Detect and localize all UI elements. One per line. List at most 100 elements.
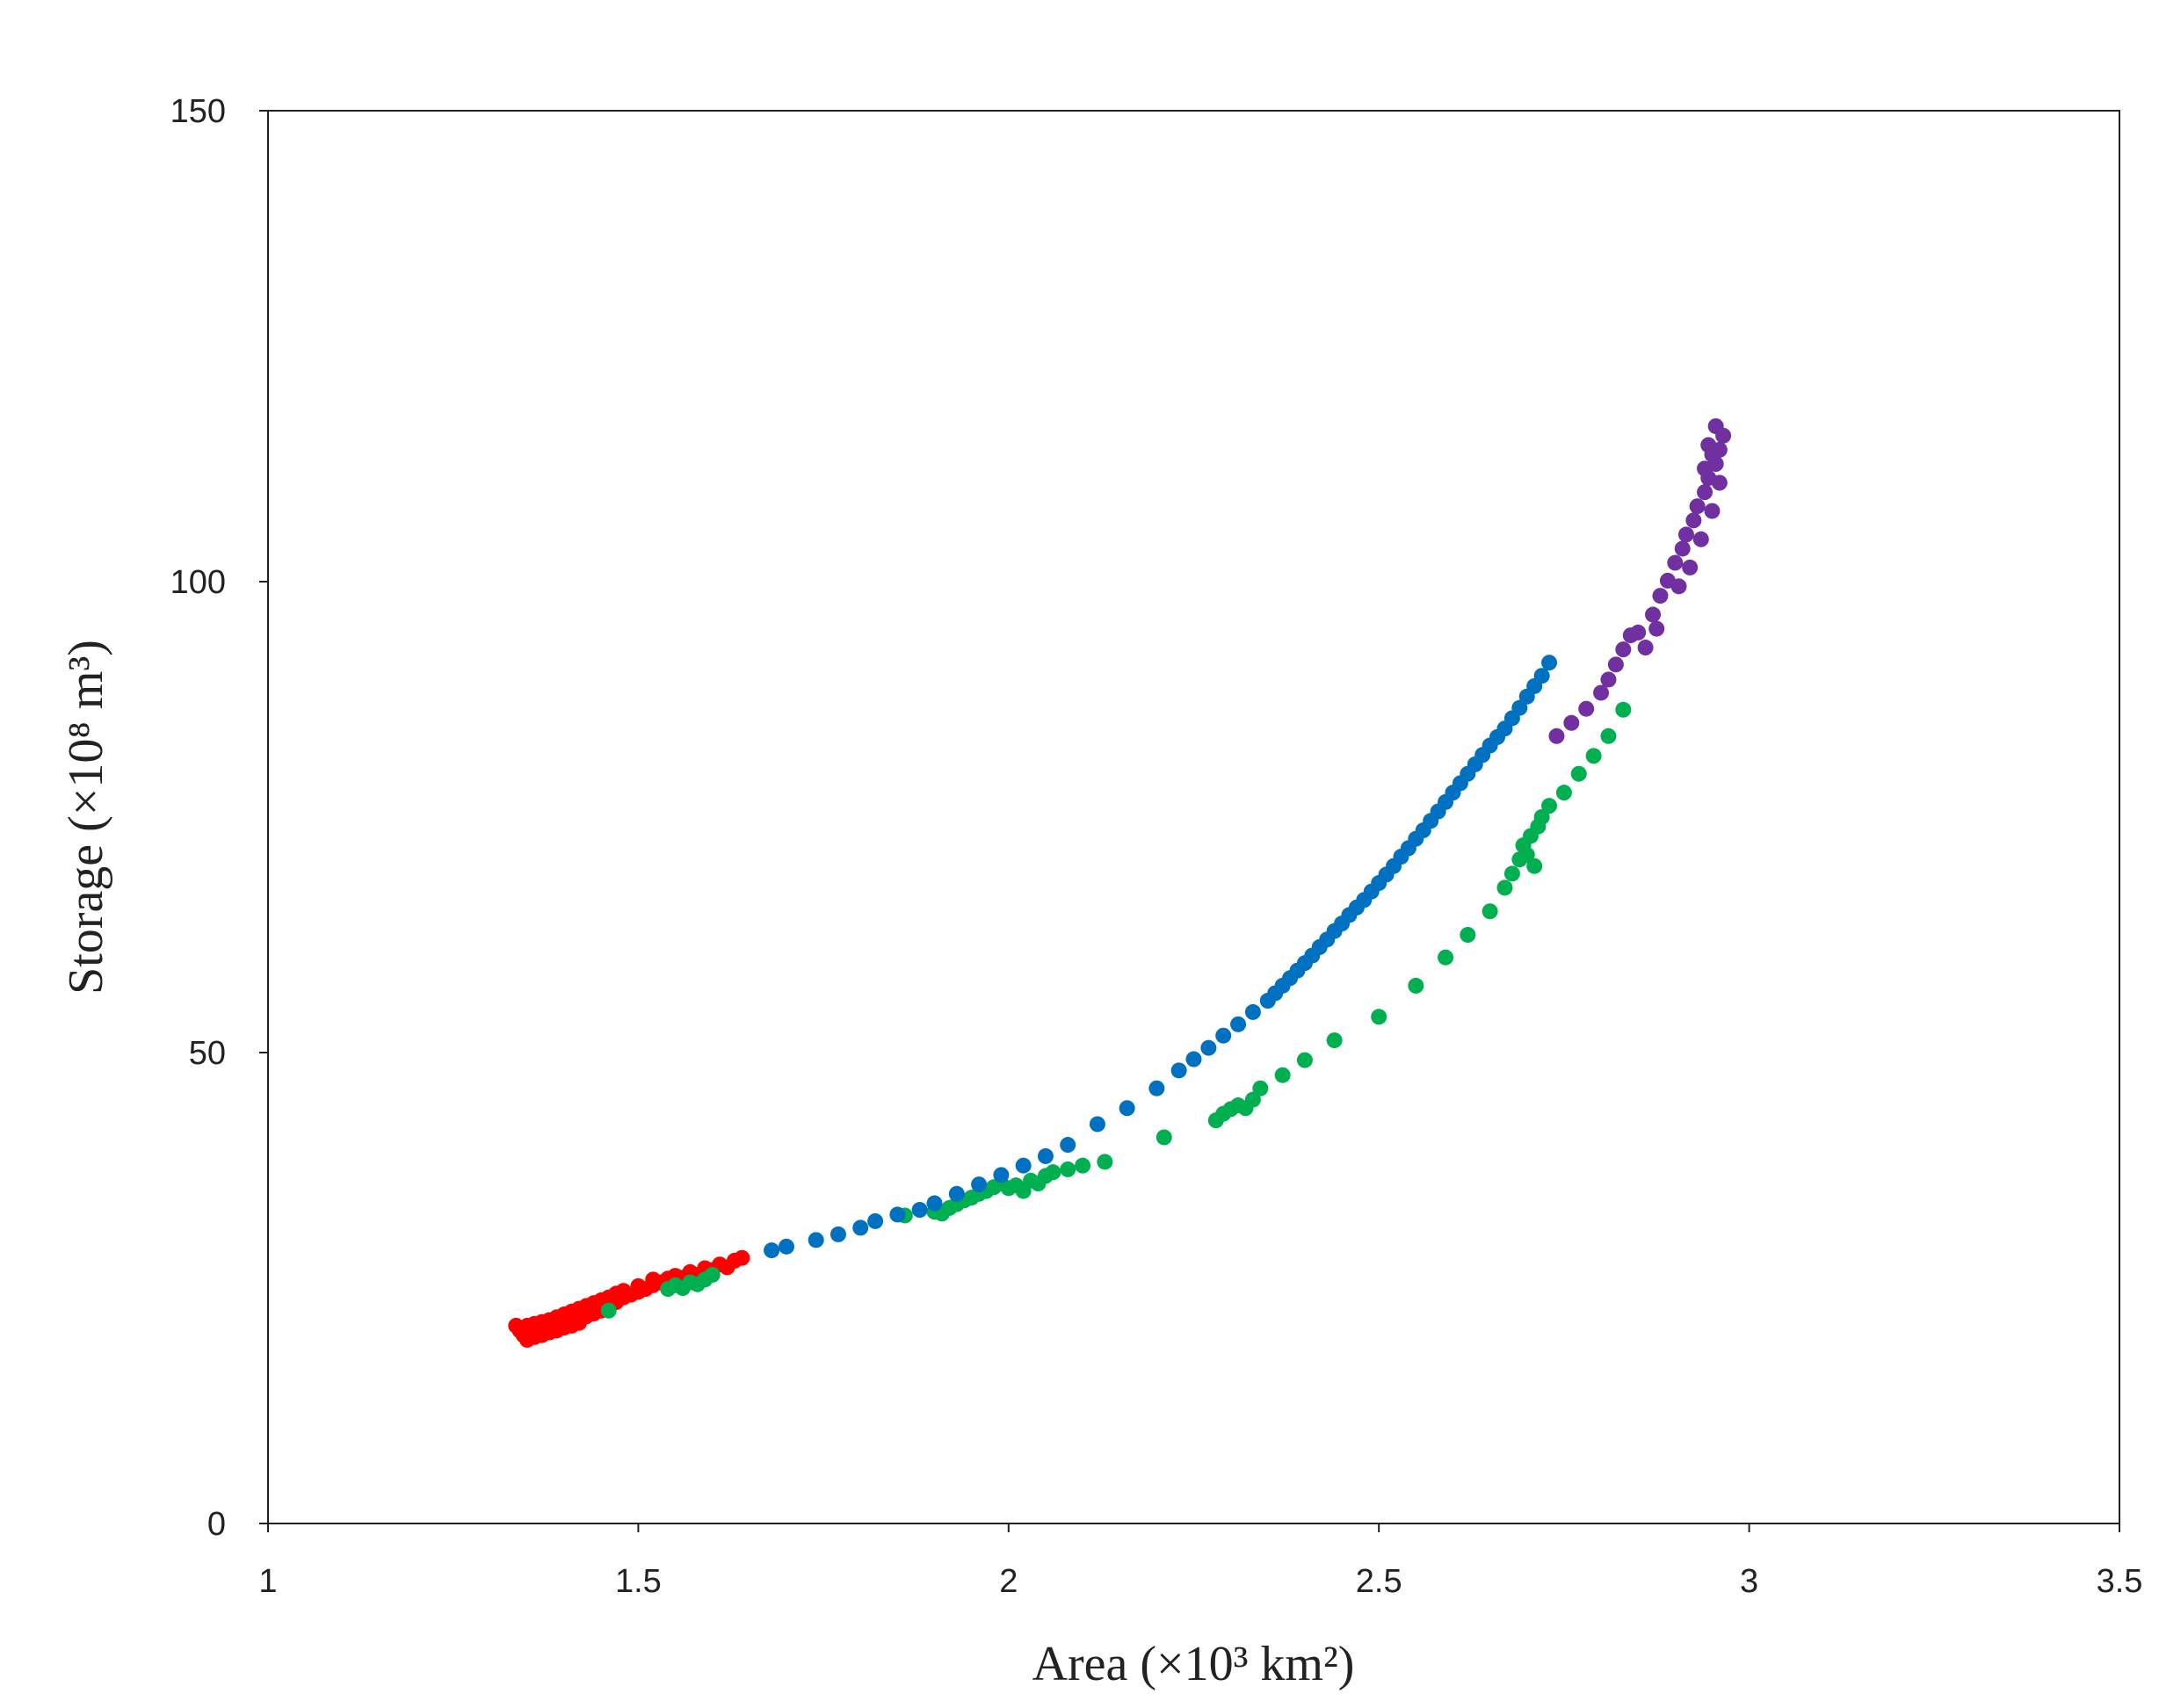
x-axis-title: Area (×10³ km²) xyxy=(1032,1637,1355,1691)
data-point xyxy=(1615,701,1632,718)
data-point xyxy=(1707,418,1724,435)
data-point xyxy=(1148,1080,1165,1096)
data-point xyxy=(1615,641,1632,658)
data-point xyxy=(1570,765,1587,782)
data-point xyxy=(1244,1003,1261,1020)
data-point xyxy=(889,1206,906,1223)
data-point xyxy=(1670,578,1687,595)
data-point xyxy=(1593,684,1610,701)
data-point xyxy=(1015,1157,1032,1174)
data-point xyxy=(852,1219,869,1236)
data-point xyxy=(1482,903,1498,920)
data-point xyxy=(600,1302,617,1319)
data-point xyxy=(808,1232,824,1248)
data-point xyxy=(1252,1080,1269,1096)
data-point xyxy=(1200,1039,1217,1056)
data-point xyxy=(993,1167,1010,1183)
data-point xyxy=(948,1185,965,1202)
y-tick-label: 50 xyxy=(189,1035,226,1072)
data-point xyxy=(1704,503,1721,519)
data-point xyxy=(830,1226,846,1242)
data-point xyxy=(1496,879,1513,896)
data-point xyxy=(1677,526,1694,543)
y-axis-ticks: 0 50 100 150 xyxy=(170,93,268,1543)
y-axis-title: Storage (×10⁸ m³) xyxy=(59,640,113,995)
data-point xyxy=(1060,1137,1076,1154)
data-point xyxy=(1503,865,1520,882)
data-point xyxy=(1652,588,1669,604)
data-point xyxy=(1555,785,1572,801)
plot-area xyxy=(267,110,2120,1524)
data-point xyxy=(1518,846,1535,863)
data-point xyxy=(1244,1091,1261,1108)
x-tick-label: 3 xyxy=(1740,1563,1758,1600)
data-point xyxy=(1326,1032,1343,1049)
data-point xyxy=(1648,620,1665,637)
data-point xyxy=(1185,1051,1202,1068)
data-point xyxy=(1274,1067,1291,1083)
data-point xyxy=(1230,1016,1247,1032)
data-point xyxy=(1408,977,1424,994)
data-point xyxy=(1060,1161,1076,1177)
data-point xyxy=(1526,858,1543,874)
data-point xyxy=(1697,484,1713,501)
data-point xyxy=(1541,655,1558,671)
data-point xyxy=(1585,748,1602,764)
series-3 xyxy=(1548,418,1732,744)
data-point xyxy=(1711,474,1728,491)
data-point xyxy=(1296,1052,1313,1068)
data-point xyxy=(734,1249,750,1266)
data-points xyxy=(508,418,1732,1348)
data-point xyxy=(1037,1147,1054,1164)
data-point xyxy=(1533,668,1550,684)
data-point xyxy=(1667,554,1684,571)
y-tick-label: 0 xyxy=(207,1506,226,1543)
data-point xyxy=(1700,437,1717,453)
x-tick-label: 2.5 xyxy=(1356,1563,1402,1600)
data-point xyxy=(1600,671,1617,688)
series-2 xyxy=(764,655,1558,1259)
x-axis-ticks: 1 1.5 2 2.5 3 3.5 xyxy=(258,1523,2142,1600)
data-point xyxy=(1371,1009,1387,1025)
data-point xyxy=(1689,498,1706,515)
data-point xyxy=(1692,531,1709,547)
data-point xyxy=(1170,1062,1187,1079)
data-point xyxy=(911,1202,928,1219)
data-point xyxy=(867,1212,884,1229)
data-point xyxy=(1089,1116,1105,1133)
data-point xyxy=(1511,699,1528,716)
data-point xyxy=(1119,1100,1135,1117)
data-point xyxy=(1156,1129,1172,1146)
data-point xyxy=(1548,727,1565,744)
data-point xyxy=(704,1266,721,1283)
x-tick-label: 3.5 xyxy=(2097,1563,2143,1600)
data-point xyxy=(1097,1154,1113,1170)
data-point xyxy=(1541,798,1558,814)
data-point xyxy=(971,1176,988,1193)
data-point xyxy=(764,1242,780,1259)
data-point xyxy=(1563,714,1580,731)
data-point xyxy=(1215,1027,1232,1044)
data-point xyxy=(1682,559,1699,575)
data-point xyxy=(1607,656,1624,673)
y-tick-label: 150 xyxy=(170,93,226,130)
y-tick-label: 100 xyxy=(170,564,226,601)
data-point xyxy=(1697,460,1713,477)
data-point xyxy=(1630,624,1647,640)
x-tick-label: 1.5 xyxy=(615,1563,662,1600)
data-point xyxy=(778,1238,794,1255)
x-tick-label: 1 xyxy=(258,1563,277,1600)
data-point xyxy=(1600,727,1617,744)
data-point xyxy=(1685,512,1702,529)
data-point xyxy=(1533,809,1550,825)
data-point xyxy=(1674,540,1691,557)
data-point xyxy=(1075,1157,1091,1174)
data-point xyxy=(1460,927,1476,943)
data-point xyxy=(926,1195,943,1212)
data-point xyxy=(1438,949,1454,966)
data-point xyxy=(1578,700,1595,717)
data-point xyxy=(1045,1164,1061,1181)
data-point xyxy=(1645,606,1662,623)
x-tick-label: 2 xyxy=(999,1563,1018,1600)
